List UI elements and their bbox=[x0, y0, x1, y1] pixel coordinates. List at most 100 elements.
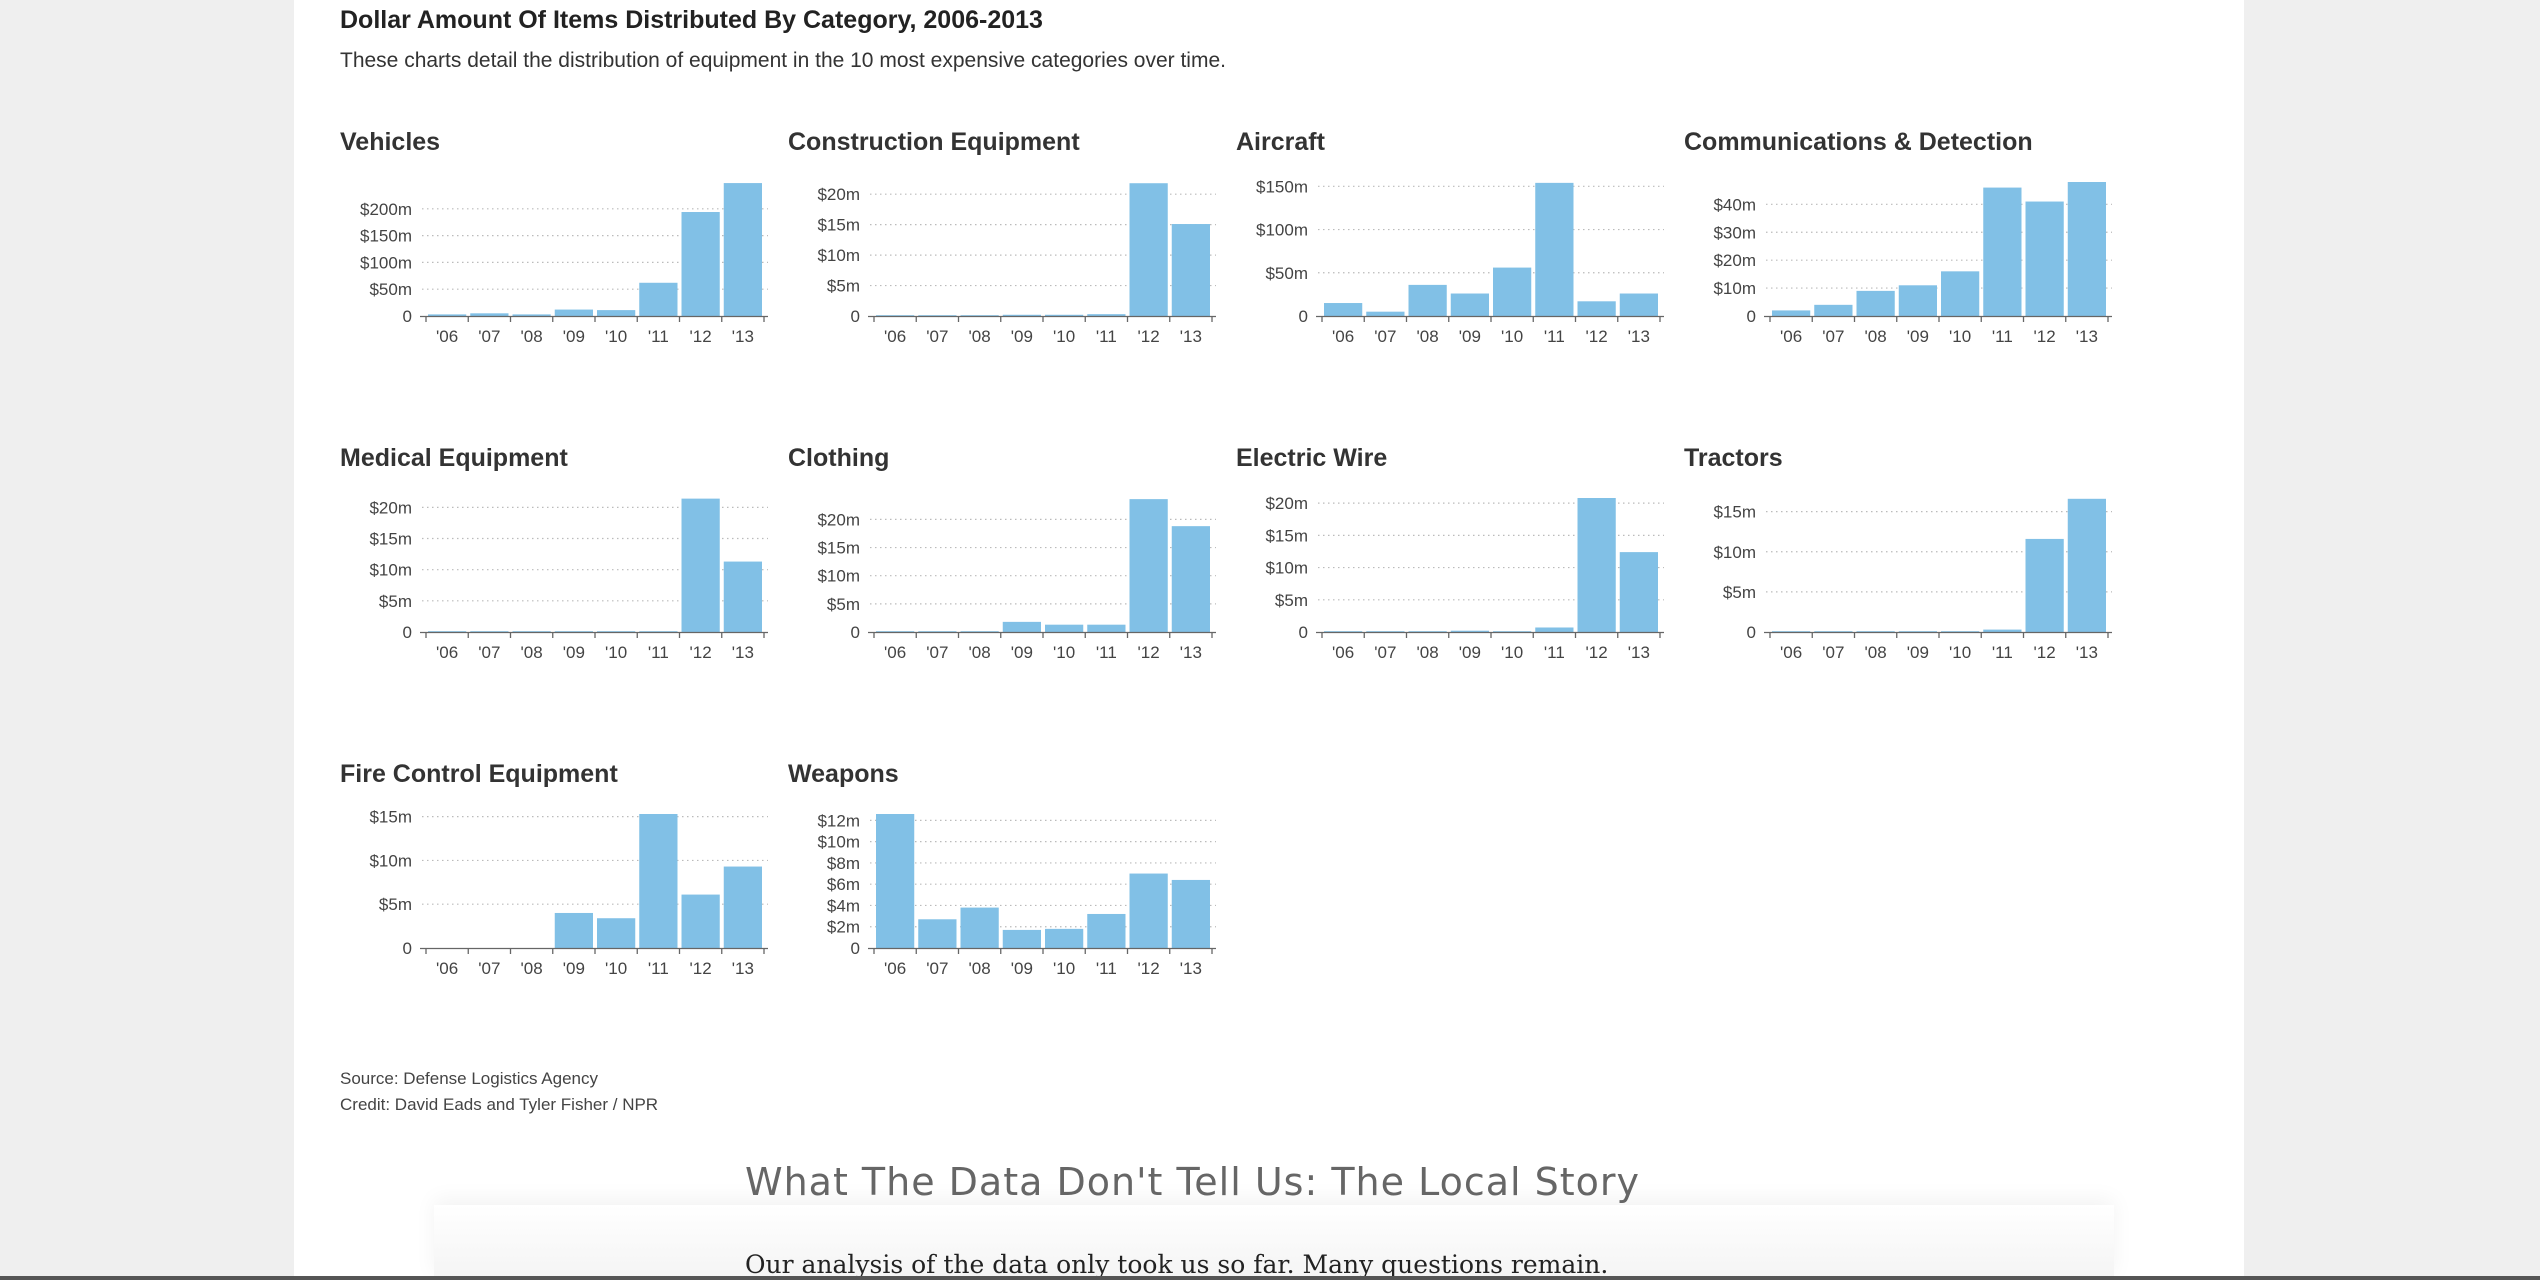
y-tick-label: $8m bbox=[827, 854, 860, 873]
bar bbox=[428, 631, 467, 632]
x-tick-label: '06 bbox=[1332, 643, 1354, 662]
bar bbox=[918, 315, 957, 316]
bar bbox=[512, 314, 551, 316]
x-tick-label: '06 bbox=[436, 327, 458, 346]
y-tick-label: $20m bbox=[1265, 494, 1308, 513]
x-tick-label: '08 bbox=[969, 643, 991, 662]
bar bbox=[960, 315, 999, 316]
y-tick-label: $50m bbox=[1265, 264, 1308, 283]
y-tick-label: 0 bbox=[1299, 307, 1308, 326]
bar bbox=[1366, 631, 1405, 632]
bar bbox=[1129, 873, 1168, 948]
x-tick-label: '07 bbox=[926, 959, 948, 978]
bar bbox=[2025, 201, 2064, 316]
bar bbox=[470, 631, 509, 632]
x-tick-label: '08 bbox=[521, 959, 543, 978]
x-tick-label: '06 bbox=[436, 643, 458, 662]
bar bbox=[960, 907, 999, 948]
x-tick-label: '09 bbox=[1907, 327, 1929, 346]
x-tick-label: '07 bbox=[1374, 327, 1396, 346]
bar bbox=[1983, 187, 2022, 316]
x-tick-label: '12 bbox=[690, 327, 712, 346]
x-tick-label: '11 bbox=[648, 959, 669, 978]
y-tick-label: $5m bbox=[1275, 591, 1308, 610]
x-tick-label: '07 bbox=[1374, 643, 1396, 662]
bar-chart: 0 $50m $100m $150m '06 '07 '08 '09 '10 '11 '12 '13 bbox=[1256, 177, 1664, 346]
panel-title: Fire Control Equipment bbox=[340, 760, 618, 788]
bar-chart: 0 $10m $20m $30m $40m '06 '07 '08 '09 '10 '11 '12 '1… bbox=[1713, 182, 2112, 346]
bar bbox=[1619, 552, 1658, 632]
x-tick-label: '10 bbox=[1053, 643, 1075, 662]
y-tick-label: 0 bbox=[403, 939, 412, 958]
x-tick-label: '07 bbox=[478, 327, 500, 346]
y-tick-label: $40m bbox=[1713, 195, 1756, 214]
x-tick-label: '13 bbox=[1180, 643, 1202, 662]
bar bbox=[1450, 293, 1489, 316]
bar bbox=[960, 631, 999, 632]
x-tick-label: '12 bbox=[2034, 643, 2056, 662]
y-tick-label: $12m bbox=[817, 811, 860, 830]
y-tick-label: $10m bbox=[1713, 279, 1756, 298]
bar bbox=[1408, 631, 1447, 632]
x-tick-label: '08 bbox=[521, 643, 543, 662]
bar bbox=[1856, 290, 1895, 316]
x-tick-label: '11 bbox=[648, 327, 669, 346]
bar bbox=[1450, 630, 1489, 632]
bar bbox=[428, 314, 467, 316]
bar bbox=[723, 561, 762, 632]
x-tick-label: '06 bbox=[1332, 327, 1354, 346]
bar bbox=[681, 498, 720, 632]
x-tick-label: '12 bbox=[1138, 959, 1160, 978]
x-tick-label: '10 bbox=[1949, 327, 1971, 346]
lead-paragraph: Our analysis of the data only took us so… bbox=[745, 1250, 1609, 1279]
y-tick-label: 0 bbox=[851, 939, 860, 958]
x-tick-label: '10 bbox=[605, 327, 627, 346]
bar-chart: 0 $5m $10m $15m '06 '07 '08 '09 '10 '11 '12 '13 bbox=[1713, 498, 2112, 662]
y-tick-label: 0 bbox=[403, 307, 412, 326]
x-tick-label: '13 bbox=[2076, 643, 2098, 662]
bar bbox=[1002, 314, 1041, 316]
x-tick-label: '10 bbox=[1053, 327, 1075, 346]
bar bbox=[876, 315, 915, 316]
x-tick-label: '13 bbox=[732, 643, 754, 662]
bar-chart: 0 $5m $10m $15m $20m '06 '07 '08 '09 '10 '11 '12 '13 bbox=[1265, 494, 1664, 662]
panel-title: Construction Equipment bbox=[788, 128, 1080, 156]
bar bbox=[1772, 631, 1811, 632]
y-tick-label: $10m bbox=[817, 567, 860, 586]
bar bbox=[1983, 629, 2022, 632]
bar bbox=[876, 814, 915, 948]
source-credit: Source: Defense Logistics Agency Credit:… bbox=[340, 1066, 658, 1118]
bottom-divider bbox=[0, 1276, 2540, 1280]
bar bbox=[554, 912, 593, 948]
y-tick-label: $100m bbox=[360, 253, 412, 272]
bar bbox=[1087, 624, 1126, 632]
bar bbox=[470, 313, 509, 316]
bar bbox=[639, 282, 678, 316]
x-tick-label: '06 bbox=[884, 327, 906, 346]
panel-title: Electric Wire bbox=[1236, 444, 1388, 472]
panel-title: Communications & Detection bbox=[1684, 128, 2033, 156]
bar bbox=[876, 631, 915, 632]
x-tick-label: '07 bbox=[926, 643, 948, 662]
x-tick-label: '11 bbox=[648, 643, 669, 662]
bar bbox=[723, 183, 762, 316]
y-tick-label: $50m bbox=[369, 280, 412, 299]
x-tick-label: '06 bbox=[436, 959, 458, 978]
x-tick-label: '13 bbox=[732, 959, 754, 978]
bar bbox=[639, 814, 678, 948]
y-tick-label: 0 bbox=[851, 307, 860, 326]
panel-title: Clothing bbox=[788, 444, 890, 472]
x-tick-label: '08 bbox=[521, 327, 543, 346]
x-tick-label: '10 bbox=[605, 643, 627, 662]
x-tick-label: '09 bbox=[563, 959, 585, 978]
x-tick-label: '06 bbox=[884, 959, 906, 978]
x-tick-label: '08 bbox=[1865, 643, 1887, 662]
bar bbox=[1577, 498, 1616, 632]
x-tick-label: '07 bbox=[478, 643, 500, 662]
x-tick-label: '08 bbox=[1865, 327, 1887, 346]
x-tick-label: '08 bbox=[1417, 327, 1439, 346]
bar bbox=[1408, 284, 1447, 316]
x-tick-label: '07 bbox=[1822, 327, 1844, 346]
x-tick-label: '09 bbox=[1907, 643, 1929, 662]
y-tick-label: $100m bbox=[1256, 221, 1308, 240]
